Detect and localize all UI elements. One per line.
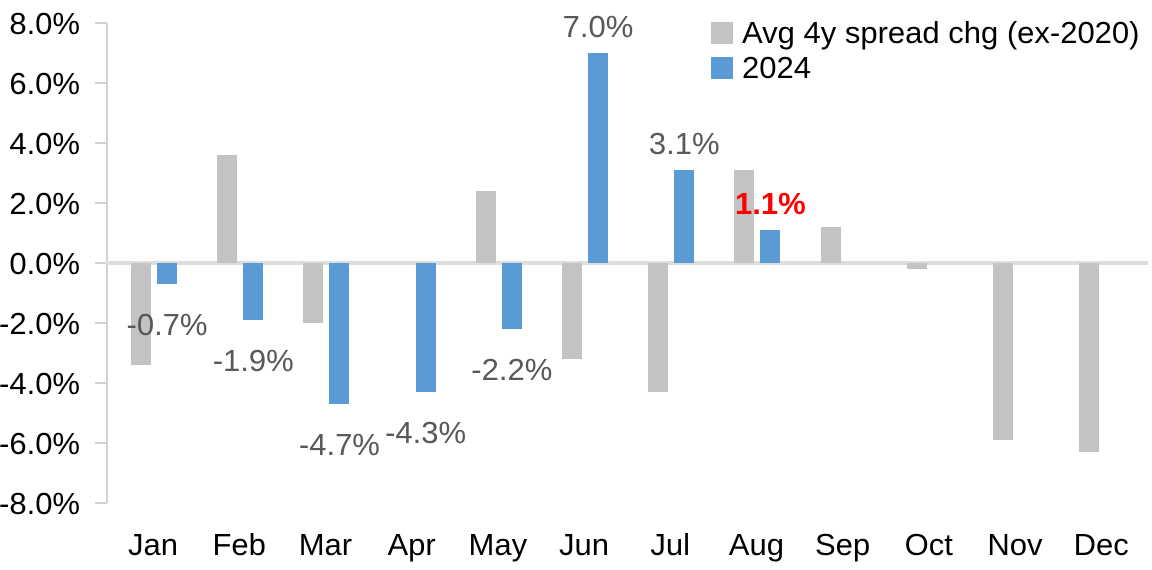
x-axis-label: Jun	[559, 527, 609, 562]
legend-swatch-avg	[711, 21, 733, 44]
x-axis-label: Aug	[728, 527, 784, 562]
y-axis-tick	[95, 442, 107, 444]
bar-avg-dec	[1079, 263, 1100, 452]
data-label: 7.0%	[562, 9, 634, 44]
y-axis-tick	[95, 262, 107, 264]
y-axis-tick	[95, 382, 107, 384]
bar-2024-feb	[243, 263, 264, 320]
bar-2024-mar	[329, 263, 350, 404]
bar-avg-jun	[562, 263, 582, 359]
data-label: -4.3%	[385, 415, 467, 450]
y-axis-tick	[95, 22, 107, 24]
x-axis-label: Jul	[650, 527, 690, 562]
bar-avg-jan	[131, 263, 151, 365]
bar-avg-feb	[217, 155, 238, 263]
zero-line	[106, 261, 1148, 265]
y-axis-label: -8.0%	[0, 486, 80, 521]
bar-2024-may	[501, 263, 522, 329]
y-axis-tick	[95, 82, 107, 84]
bar-avg-mar	[303, 263, 324, 323]
y-axis-tick	[95, 322, 107, 324]
y-axis-label: 4.0%	[9, 126, 80, 161]
x-axis-label: Mar	[298, 527, 353, 562]
x-axis-label: Apr	[387, 527, 436, 562]
legend-row-2024: 2024	[711, 50, 811, 85]
x-axis-label: May	[468, 527, 528, 562]
y-axis-label: 6.0%	[9, 66, 80, 101]
data-label: 1.1%	[735, 186, 806, 221]
bar-2024-jun	[588, 53, 608, 263]
y-axis-label: -2.0%	[0, 306, 80, 341]
y-axis-label: 2.0%	[9, 186, 80, 221]
data-label: -1.9%	[212, 343, 294, 378]
legend-row-avg: Avg 4y spread chg (ex-2020)	[711, 15, 1140, 50]
x-axis-label: Sep	[815, 527, 871, 562]
bar-avg-aug	[734, 170, 755, 263]
bar-avg-jul	[648, 263, 669, 392]
x-axis-label: Oct	[904, 527, 953, 562]
bar-2024-apr	[415, 263, 436, 392]
legend-label-2024: 2024	[742, 50, 811, 85]
y-axis-tick	[95, 142, 107, 144]
bar-avg-oct	[906, 263, 927, 269]
bar-2024-jul	[674, 170, 695, 263]
y-axis-tick	[95, 202, 107, 204]
y-axis-label: 0.0%	[9, 246, 80, 281]
y-axis-label: -6.0%	[0, 426, 80, 461]
data-label: -2.2%	[471, 352, 553, 387]
legend-swatch-2024	[711, 56, 733, 79]
legend-label-avg: Avg 4y spread chg (ex-2020)	[742, 15, 1140, 50]
x-axis-label: Nov	[987, 527, 1043, 562]
bar-2024-jan	[157, 263, 177, 284]
x-axis-label: Feb	[212, 527, 266, 562]
data-label: 3.1%	[648, 126, 720, 161]
x-axis-label: Jan	[128, 527, 178, 562]
bar-avg-may	[475, 191, 496, 263]
bar-avg-sep	[820, 227, 841, 263]
bar-avg-nov	[993, 263, 1013, 440]
y-axis-label: -4.0%	[0, 366, 80, 401]
bar-2024-aug	[760, 230, 781, 263]
y-axis-tick	[95, 502, 107, 504]
x-axis-label: Dec	[1073, 527, 1129, 562]
data-label: -4.7%	[298, 427, 380, 462]
y-axis-label: 8.0%	[9, 6, 80, 41]
data-label: -0.7%	[126, 307, 208, 342]
